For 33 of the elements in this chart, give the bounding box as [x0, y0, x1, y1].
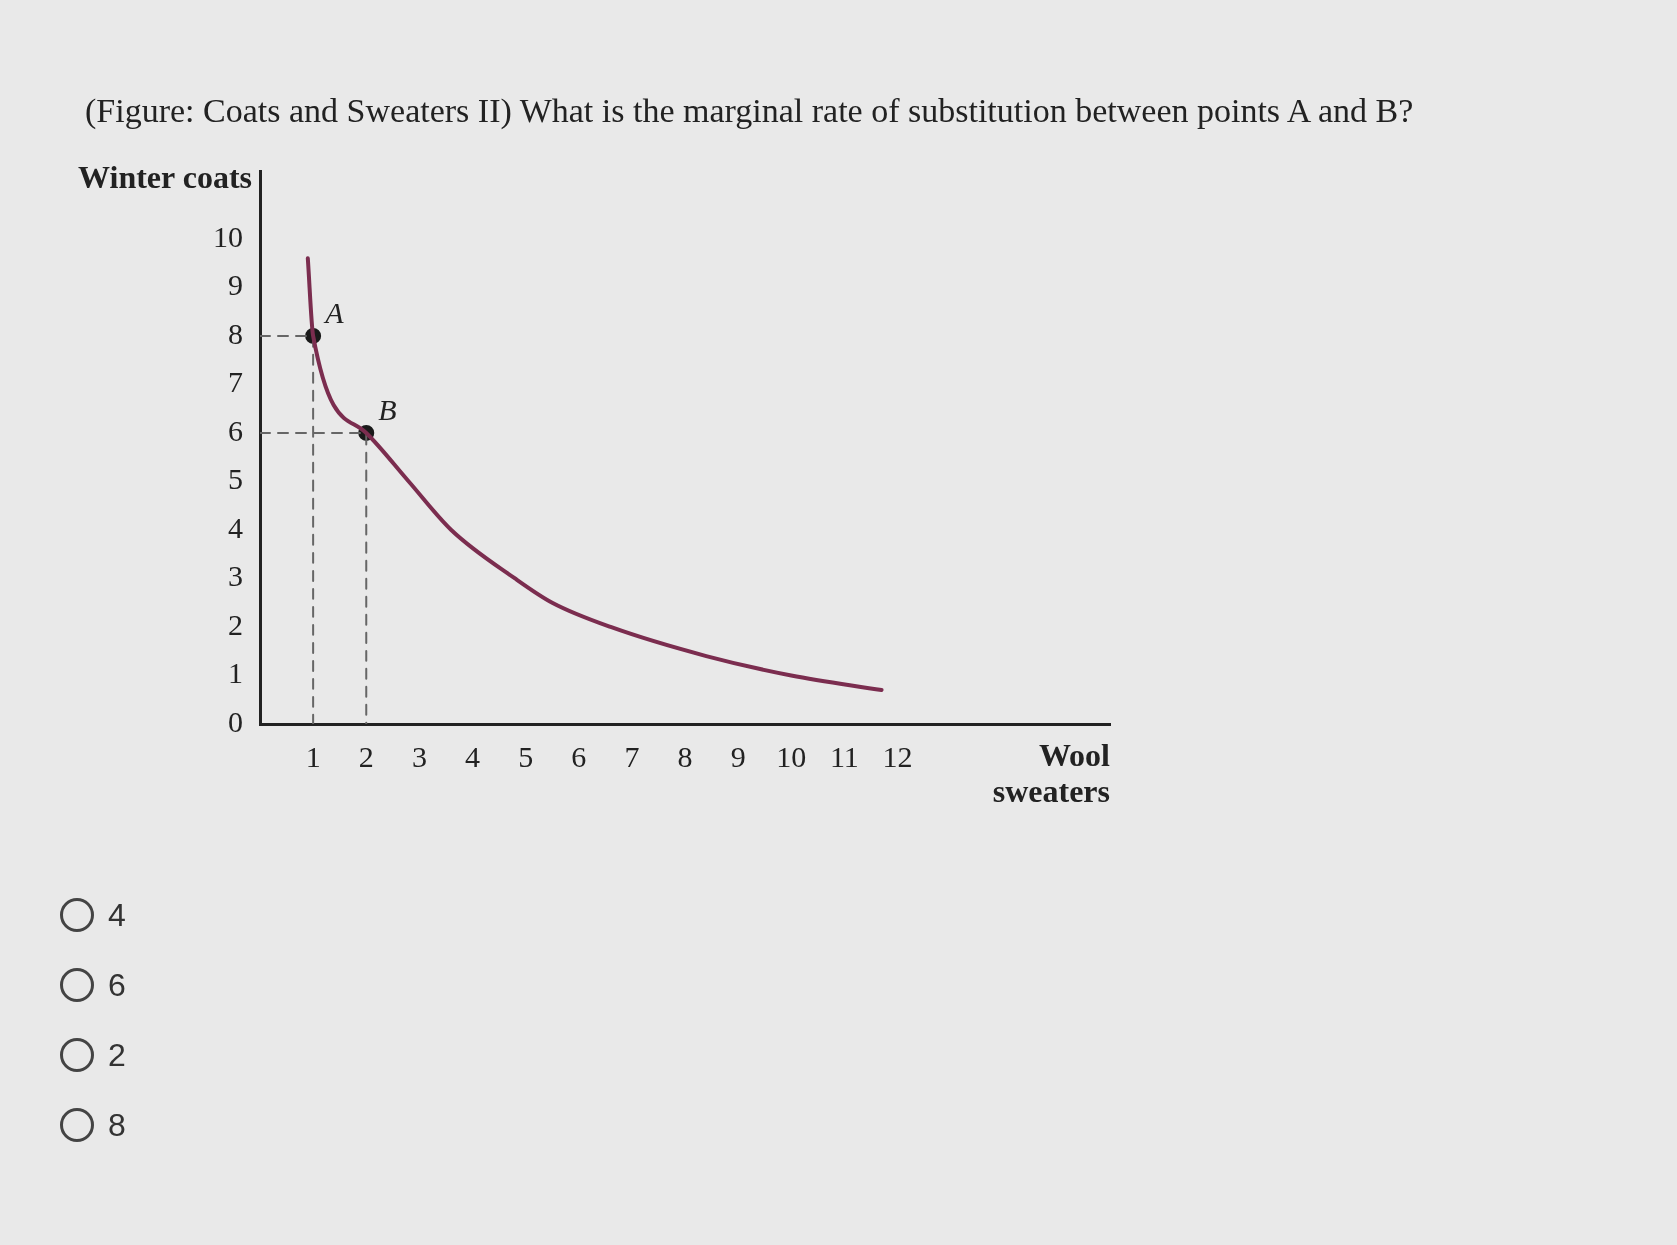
x-tick-label: 12 [882, 739, 913, 773]
x-axis-title: Wool sweaters [992, 737, 1111, 810]
y-tick-label: 10 [213, 219, 243, 253]
y-tick-label: 2 [228, 607, 243, 641]
annotation: A [323, 295, 345, 329]
x-tick-label: 11 [829, 739, 859, 773]
y-axis-title: Winter coats [78, 159, 252, 196]
x-tick-label: 1 [305, 739, 321, 773]
y-tick-label: 8 [228, 316, 243, 350]
x-tick-label: 9 [730, 739, 746, 773]
y-tick-label: 0 [228, 704, 243, 738]
y-tick-label: 3 [228, 559, 243, 593]
y-tick-label: 4 [228, 510, 243, 544]
text: 2 [108, 1036, 126, 1074]
y-tick-label: 6 [228, 413, 243, 447]
x-tick-label: 10 [776, 739, 807, 773]
x-tick-label: 2 [358, 739, 374, 773]
chart-title: (Figure: Coats and Sweaters II) What is the marginal rate of substitution between points A and B? [85, 92, 1414, 130]
x-tick-label: 6 [571, 739, 587, 773]
line-series [305, 256, 884, 693]
y-tick-label: 1 [228, 656, 243, 690]
x-tick-label: 7 [624, 739, 640, 773]
x-tick-label: 5 [518, 739, 534, 773]
annotation: B [378, 392, 397, 426]
y-tick-label: 9 [228, 268, 243, 302]
y-tick-label: 5 [228, 462, 243, 496]
text: 8 [108, 1106, 126, 1144]
x-tick-label: 4 [465, 739, 480, 773]
x-tick-label: 3 [411, 739, 427, 773]
y-tick-label: 7 [228, 365, 243, 399]
text: 4 [108, 896, 126, 934]
x-tick-label: 8 [677, 739, 693, 773]
text: 6 [108, 966, 126, 1004]
